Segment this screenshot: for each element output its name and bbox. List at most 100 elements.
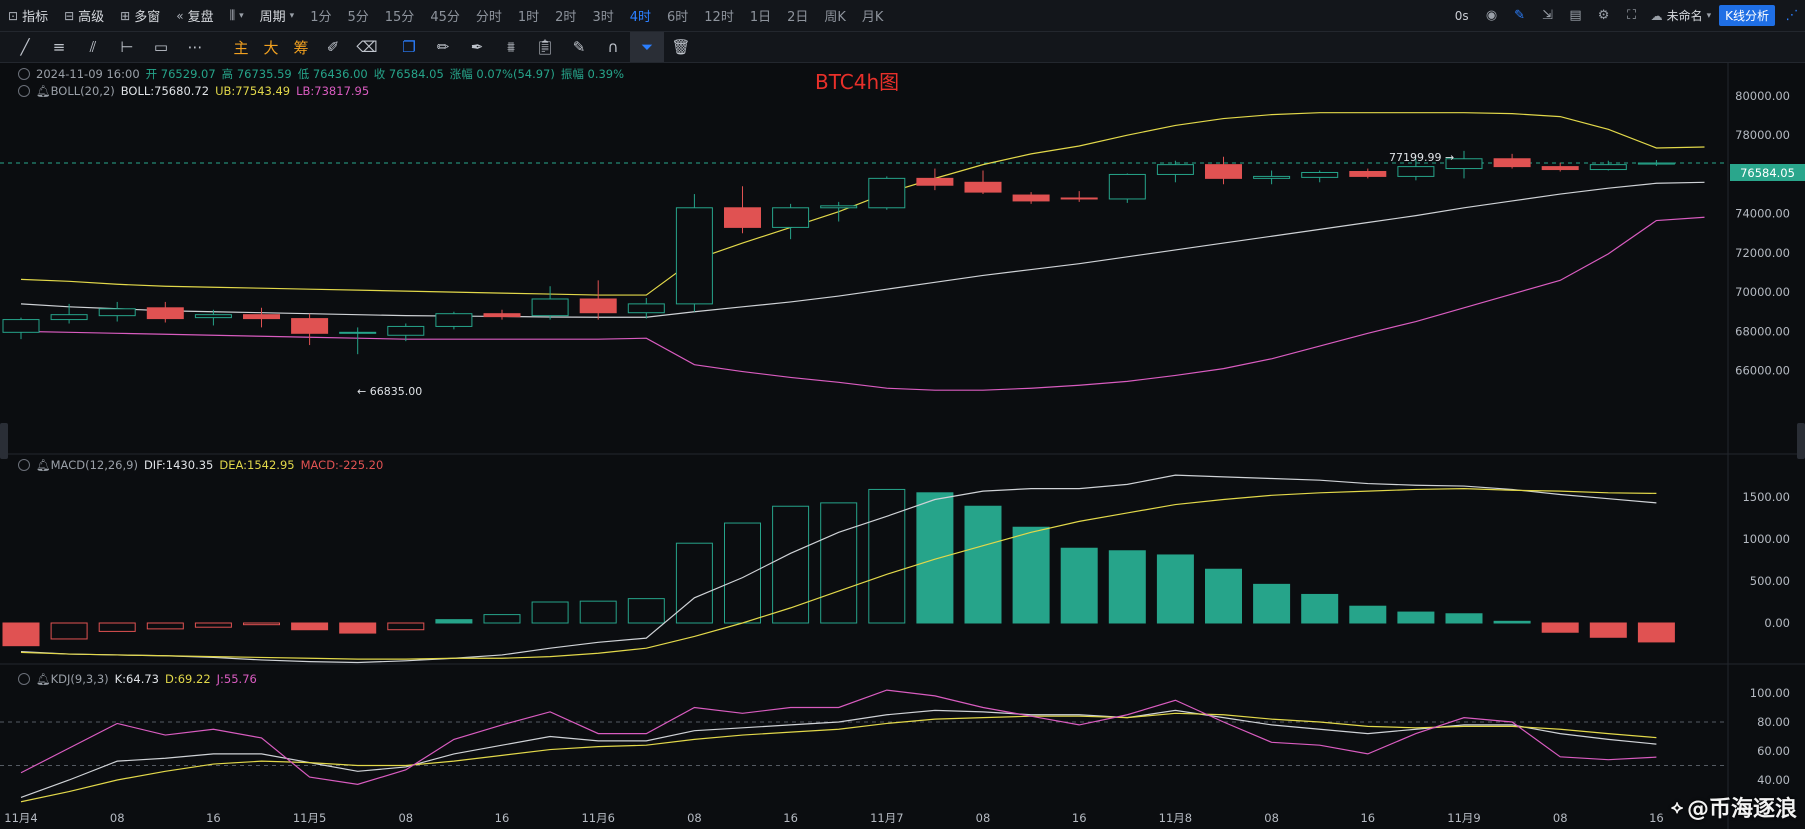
cloud-icon: ☁ bbox=[1650, 8, 1663, 23]
kline-analysis-button[interactable]: K线分析 bbox=[1719, 5, 1775, 26]
draw-icon[interactable]: ✎ bbox=[1514, 8, 1526, 23]
chevron-down-icon: ▾ bbox=[239, 10, 244, 21]
macd-bar-3 bbox=[146, 622, 184, 630]
macd-bar-21 bbox=[1012, 526, 1050, 624]
macd-bar-26 bbox=[1253, 583, 1291, 624]
macd-dif-value: DIF:1430.35 bbox=[143, 458, 214, 472]
x-tick-16: 08 bbox=[1553, 811, 1568, 825]
x-tick-10: 08 bbox=[976, 811, 991, 825]
last-price-tag: 76584.05 bbox=[1730, 164, 1805, 181]
macd-bar-28 bbox=[1349, 605, 1387, 624]
x-tick-1: 08 bbox=[110, 811, 125, 825]
indicator-icon: ⊡ bbox=[8, 8, 19, 23]
period-4[interactable]: 分时 bbox=[475, 10, 502, 25]
export-icon[interactable]: ⇲ bbox=[1542, 8, 1554, 23]
more-tools-icon[interactable]: ⋯ bbox=[187, 38, 203, 56]
period-14[interactable]: 月K bbox=[861, 10, 884, 25]
main-y-tick-3: 74000.00 bbox=[1735, 207, 1790, 221]
x-tick-5: 16 bbox=[495, 811, 510, 825]
replay-button[interactable]: «复盘 bbox=[176, 8, 214, 26]
collapse-icon[interactable] bbox=[18, 68, 30, 80]
left-panel-handle[interactable] bbox=[0, 423, 8, 459]
filter-icon[interactable]: ⏷ bbox=[630, 32, 664, 62]
period-0[interactable]: 1分 bbox=[310, 10, 332, 25]
macd-bar-22 bbox=[1060, 547, 1098, 624]
x-tick-7: 08 bbox=[687, 811, 702, 825]
period-dropdown[interactable]: 周期 ▾ bbox=[259, 10, 295, 25]
collapse-icon[interactable] bbox=[18, 459, 30, 471]
big-order-tool[interactable]: 大 bbox=[263, 38, 279, 57]
period-5[interactable]: 1时 bbox=[517, 10, 540, 25]
clipboard-icon[interactable]: 📋︎ bbox=[535, 38, 555, 56]
period-3[interactable]: 45分 bbox=[430, 10, 460, 25]
period-7[interactable]: 3时 bbox=[592, 10, 614, 25]
note-icon[interactable]: ✎ bbox=[572, 38, 586, 56]
macd-dif-line bbox=[20, 474, 1657, 664]
candle-body-31 bbox=[1493, 158, 1531, 168]
kdj-d-value: D:69.22 bbox=[164, 672, 211, 686]
advanced-button[interactable]: ⊟ 高级 bbox=[64, 8, 105, 26]
macd-bar-15 bbox=[724, 522, 761, 624]
macd-bar-34 bbox=[1637, 622, 1675, 643]
macd-bar-29 bbox=[1397, 611, 1435, 624]
macd-bar-31 bbox=[1493, 620, 1531, 624]
edit-icon[interactable]: ✐ bbox=[326, 38, 340, 56]
period-11[interactable]: 1日 bbox=[749, 10, 772, 25]
settings-icon[interactable]: ⚙ bbox=[1597, 8, 1610, 23]
top-bar-right: 0s ◉ ✎ ⇲ ▤ ⚙ ⛶ ☁ 未命名 ▾ K线分析 ⋰ bbox=[1455, 0, 1805, 31]
period-1[interactable]: 5分 bbox=[347, 10, 369, 25]
kdj-y-tick-0: 100.00 bbox=[1750, 686, 1790, 700]
parallel-lines-tool[interactable]: ⫽ bbox=[89, 38, 97, 56]
x-tick-12: 11月8 bbox=[1159, 811, 1192, 825]
template-icon[interactable]: ▤ bbox=[1569, 8, 1582, 23]
candle-body-18 bbox=[868, 177, 906, 209]
macd-bar-1 bbox=[50, 622, 88, 640]
ruler-icon[interactable]: ✏ bbox=[436, 38, 450, 56]
brush-icon[interactable]: ✒ bbox=[470, 38, 484, 56]
period-6[interactable]: 2时 bbox=[555, 10, 577, 25]
chip-tool[interactable]: 筹 bbox=[293, 38, 309, 57]
macd-bar-6 bbox=[291, 622, 329, 631]
boll-legend: 🔔︎BOLL(20,2) BOLL:75680.72 UB:77543.49 L… bbox=[18, 84, 369, 98]
boll-ub-value: UB:77543.49 bbox=[215, 84, 291, 98]
period-9[interactable]: 6时 bbox=[667, 10, 689, 25]
period-2[interactable]: 15分 bbox=[384, 10, 415, 25]
period-13[interactable]: 周K bbox=[824, 10, 846, 25]
candle-body-3 bbox=[146, 307, 184, 320]
share-icon[interactable]: ⋰ bbox=[1785, 8, 1799, 23]
macd-bar-18 bbox=[868, 488, 906, 624]
macd-bar-13 bbox=[627, 598, 665, 624]
period-8[interactable]: 4时 bbox=[629, 10, 651, 25]
magnet-icon[interactable]: ∩ bbox=[607, 38, 619, 56]
eraser-icon[interactable]: ⌫ bbox=[356, 38, 378, 56]
camera-icon[interactable]: ◉ bbox=[1485, 8, 1498, 23]
copy-icon[interactable]: ❐ bbox=[402, 38, 416, 56]
candle-type-button[interactable]: ⫼ ▾ bbox=[222, 0, 252, 31]
horizontal-ray-tool[interactable]: ⊢ bbox=[120, 38, 134, 56]
collapse-icon[interactable] bbox=[18, 85, 30, 97]
right-panel-handle[interactable] bbox=[1797, 423, 1805, 459]
rectangle-tool[interactable]: ▭ bbox=[153, 38, 169, 56]
multi-window-button[interactable]: ⊞ 多窗 bbox=[120, 8, 161, 26]
macd-bar-10 bbox=[483, 614, 521, 624]
macd-bar-9 bbox=[435, 619, 473, 624]
fullscreen-icon[interactable]: ⛶ bbox=[1627, 8, 1637, 23]
period-12[interactable]: 2日 bbox=[787, 10, 809, 25]
candle-body-16 bbox=[772, 207, 810, 228]
collapse-icon[interactable] bbox=[18, 673, 30, 685]
trash-icon[interactable]: 🗑︎ bbox=[671, 38, 691, 56]
candle-body-4 bbox=[194, 314, 232, 319]
main-force-tool[interactable]: 主 bbox=[233, 38, 249, 57]
ohlc-legend: 2024-11-09 16:00 开 76529.07 高 76735.59 低… bbox=[18, 66, 624, 82]
horizontal-lines-tool[interactable]: ≡ bbox=[52, 38, 66, 56]
layout-name-button[interactable]: ☁ 未命名 ▾ bbox=[1650, 8, 1712, 24]
chart-area[interactable]: 80000.0078000.0076000.0074000.0072000.00… bbox=[0, 63, 1805, 829]
indicator-button[interactable]: ⊡ 指标 bbox=[8, 8, 49, 26]
trend-line-tool[interactable]: ╱ bbox=[20, 38, 30, 56]
chevron-down-icon: ▾ bbox=[1706, 10, 1712, 21]
candle-body-13 bbox=[627, 303, 665, 314]
pattern-icon[interactable]: ⩩ bbox=[506, 38, 515, 56]
macd-bar-4 bbox=[194, 622, 232, 628]
macd-bar-23 bbox=[1108, 550, 1146, 624]
period-10[interactable]: 12时 bbox=[704, 10, 734, 25]
